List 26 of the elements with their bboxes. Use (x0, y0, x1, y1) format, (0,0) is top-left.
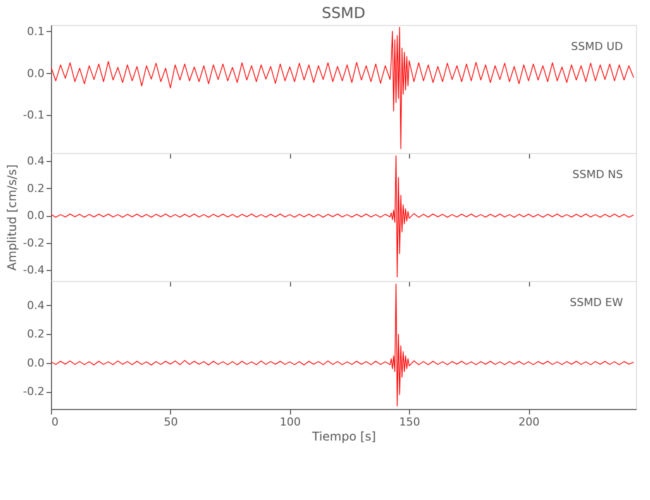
y-tick-label: 0.0 (27, 66, 44, 80)
y-tick-label: -0.4 (23, 264, 44, 277)
line-series (51, 26, 634, 150)
x-tick-label: 150 (399, 416, 420, 428)
y-tick-label: 0.1 (27, 24, 44, 38)
annotation: SSMD EW (570, 296, 624, 309)
annotation: SSMD UD (571, 40, 623, 53)
x-tick-label: 100 (280, 416, 301, 428)
line-series (51, 155, 634, 278)
y-tick-label: 0.2 (27, 328, 44, 341)
x-tick-label: 200 (518, 416, 540, 428)
x-tick-label: 0 (52, 416, 58, 428)
x-tick-label: 50 (164, 416, 178, 428)
chart-title: SSMD (322, 4, 366, 22)
y-tick-label: -0.1 (23, 108, 44, 122)
y-tick-label: 0.2 (27, 182, 44, 195)
y-axis-title: Amplitud [cm/s/s] (5, 164, 20, 271)
x-axis-title: Tiempo [s] (311, 430, 376, 444)
y-tick-label: 0.4 (27, 154, 44, 168)
y-tick-label: -0.2 (23, 385, 44, 398)
line-series (51, 283, 634, 407)
y-tick-label: -0.2 (23, 236, 44, 250)
annotation: SSMD NS (572, 168, 624, 181)
y-tick-label: 0.4 (27, 298, 44, 312)
y-tick-label: 0.0 (27, 356, 44, 370)
y-tick-label: 0.0 (27, 209, 44, 222)
